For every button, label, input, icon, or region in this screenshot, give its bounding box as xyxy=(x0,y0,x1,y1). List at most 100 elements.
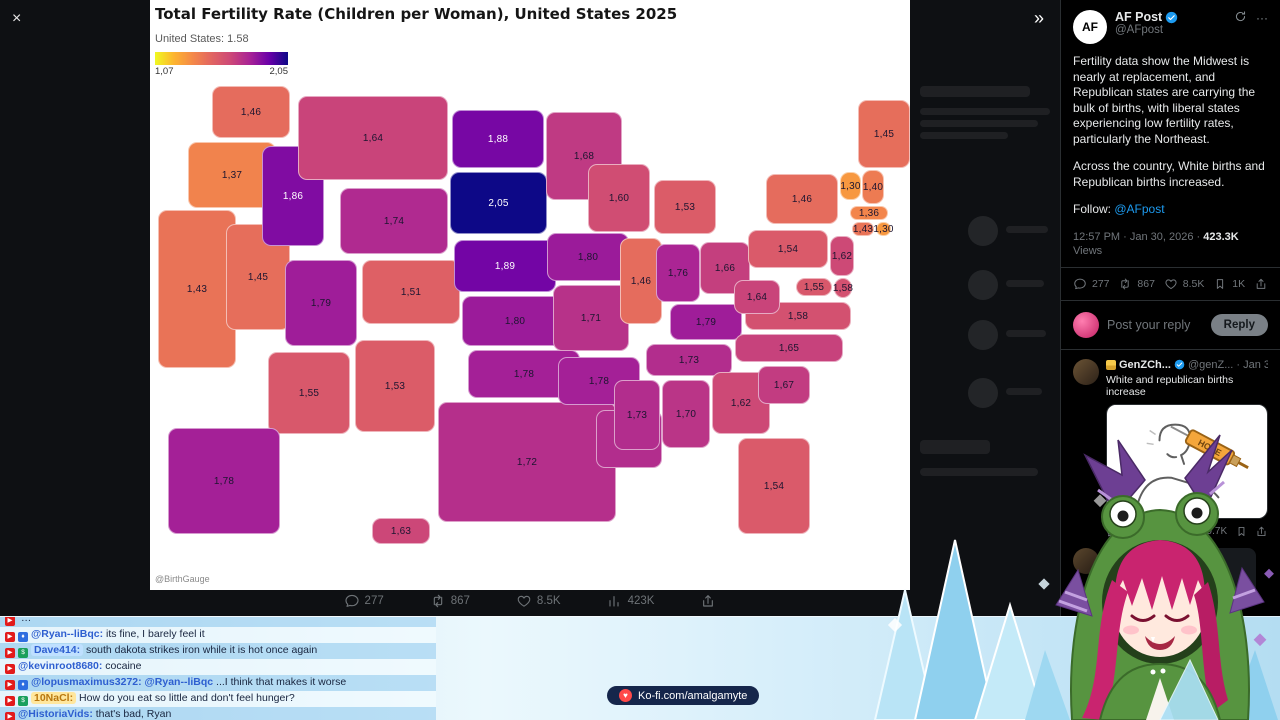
state-CO: 1,51 xyxy=(362,260,460,324)
next-reply-partial xyxy=(1073,547,1268,606)
chat-message: ▶ @kevinroot8680: cocaine xyxy=(0,659,436,675)
views-count: 423.3K xyxy=(1203,230,1239,243)
share-action[interactable] xyxy=(1254,277,1268,291)
background-remnants xyxy=(912,0,1058,590)
state-NH: 1,40 xyxy=(862,170,884,204)
share-icon xyxy=(1257,526,1266,536)
yt-badge-icon: ▶ xyxy=(5,632,15,642)
state-OR: 1,37 xyxy=(188,142,276,208)
state-AL: 1,70 xyxy=(662,380,710,448)
state-MO: 1,71 xyxy=(553,285,629,351)
next-image-icon[interactable]: » xyxy=(1034,8,1045,28)
comment-icon xyxy=(1074,278,1086,289)
post-body: Fertility data show the Midwest is nearl… xyxy=(1073,54,1268,218)
views-action[interactable]: 9.7K xyxy=(1189,525,1227,538)
reply-author-handle[interactable]: @genZ... xyxy=(1187,358,1234,371)
yt-badge-icon: ▶ xyxy=(5,680,15,690)
author-name[interactable]: AF Post xyxy=(1115,10,1163,24)
state-TX: 1,72 xyxy=(438,402,616,522)
post-detail-panel: AF AF Post @AFpost ··· Fertility data sh… xyxy=(1060,0,1280,720)
comment-action[interactable]: 15 xyxy=(1106,525,1135,538)
state-MA: 1,36 xyxy=(850,206,888,220)
state-NY: 1,46 xyxy=(766,174,838,224)
repost-icon xyxy=(1121,278,1130,289)
heart-icon xyxy=(517,595,531,607)
author-handle[interactable]: @AFpost xyxy=(1115,24,1164,36)
heart-action[interactable]: 8.5K xyxy=(1164,277,1204,291)
more-icon[interactable]: ··· xyxy=(1256,11,1268,25)
heart-action[interactable]: 8.5K xyxy=(516,593,561,609)
state-CT: 1,43 xyxy=(852,222,874,236)
state-WY: 1,74 xyxy=(340,188,448,254)
bookmark-action[interactable]: 1K xyxy=(1213,277,1245,291)
reply-avatar xyxy=(1073,547,1099,574)
reply-text: White and republican births increase xyxy=(1106,373,1234,398)
repost-action[interactable]: 867 xyxy=(430,593,470,609)
views-icon xyxy=(1190,527,1198,536)
state-KS: 1,80 xyxy=(462,296,568,346)
avatar[interactable]: AF xyxy=(1073,10,1107,44)
comment-action[interactable]: 277 xyxy=(1073,277,1110,291)
kofi-banner: ♥ Ko-fi.com/amalgamyte xyxy=(607,686,760,705)
state-UT: 1,79 xyxy=(285,260,357,346)
state-ME: 1,45 xyxy=(858,100,910,168)
legend-min: 1,07 xyxy=(155,66,174,77)
state-SD: 2,05 xyxy=(450,172,547,234)
yt-badge-icon: ▶ xyxy=(5,696,15,706)
views-icon xyxy=(609,596,619,607)
comment-action[interactable]: 277 xyxy=(344,593,384,609)
legend-max: 2,05 xyxy=(269,66,289,77)
reply-placeholder[interactable]: Post your reply xyxy=(1107,317,1191,332)
map-legend-labels: 1,07 2,05 xyxy=(155,66,288,77)
green-badge-icon: $ xyxy=(18,696,28,706)
repost-icon xyxy=(433,594,442,608)
green-badge-icon: $ xyxy=(18,648,28,658)
state-ID: 1,86 xyxy=(262,146,324,246)
reply-author-name[interactable]: GenZCh... xyxy=(1119,358,1171,371)
flag-emoji-icon xyxy=(1106,359,1116,370)
reply-composer[interactable]: Post your reply Reply xyxy=(1073,310,1268,340)
map-national-value: United States: 1.58 xyxy=(155,33,249,45)
chat-message: ▶ $ Dave414: south dakota strikes iron whi… xyxy=(0,643,436,659)
blue-badge-icon: ♦ xyxy=(18,680,28,690)
afpost-mention-link[interactable]: @AFpost xyxy=(1114,202,1165,216)
heart-action[interactable]: 1.2K xyxy=(1143,525,1181,538)
state-IA: 1,80 xyxy=(547,233,629,281)
my-avatar xyxy=(1073,311,1099,338)
state-MT: 1,64 xyxy=(298,96,448,180)
state-FL: 1,54 xyxy=(738,438,810,534)
state-SC: 1,67 xyxy=(758,366,810,404)
refresh-icon[interactable] xyxy=(1234,10,1247,26)
yt-badge-icon: ▶ xyxy=(5,617,15,626)
share-action[interactable] xyxy=(1255,525,1268,538)
share-icon xyxy=(703,595,714,607)
close-icon[interactable]: × xyxy=(12,10,22,27)
map-title: Total Fertility Rate (Children per Woman… xyxy=(155,5,678,23)
reply-image-partial xyxy=(1106,547,1256,606)
reply-button[interactable]: Reply xyxy=(1210,313,1268,336)
share-action[interactable] xyxy=(700,593,716,609)
yt-badge-icon: ▶ xyxy=(5,712,15,720)
state-DE: 1,58 xyxy=(833,278,853,298)
state-NJ: 1,62 xyxy=(830,236,854,276)
reply-avatar[interactable] xyxy=(1073,358,1099,385)
repost-action[interactable]: 867 xyxy=(1118,277,1155,291)
state-AZ: 1,55 xyxy=(268,352,350,434)
bookmark-action[interactable] xyxy=(1235,525,1248,538)
comment-icon xyxy=(344,594,359,607)
reply-meme-image[interactable]: HOPE xyxy=(1106,403,1268,519)
state-IN: 1,76 xyxy=(656,244,700,302)
reply-action-bar: 15 1.2K 9.7K xyxy=(1106,525,1268,538)
state-NC: 1,65 xyxy=(735,334,843,362)
state-VT: 1,30 xyxy=(840,172,861,200)
post-timestamp: 12:57 PM · Jan 30, 2026 · 423.3K Views xyxy=(1073,230,1239,257)
state-WI: 1,60 xyxy=(588,164,650,232)
post-header: AF AF Post @AFpost ··· xyxy=(1073,10,1268,44)
state-PA: 1,54 xyxy=(748,230,828,268)
state-AK: 1,78 xyxy=(168,428,280,534)
chat-message: ▶ … xyxy=(0,617,436,627)
views-action[interactable]: 423K xyxy=(607,593,654,609)
post-paragraph: Fertility data show the Midwest is nearl… xyxy=(1073,54,1256,146)
state-MI: 1,53 xyxy=(654,180,716,234)
